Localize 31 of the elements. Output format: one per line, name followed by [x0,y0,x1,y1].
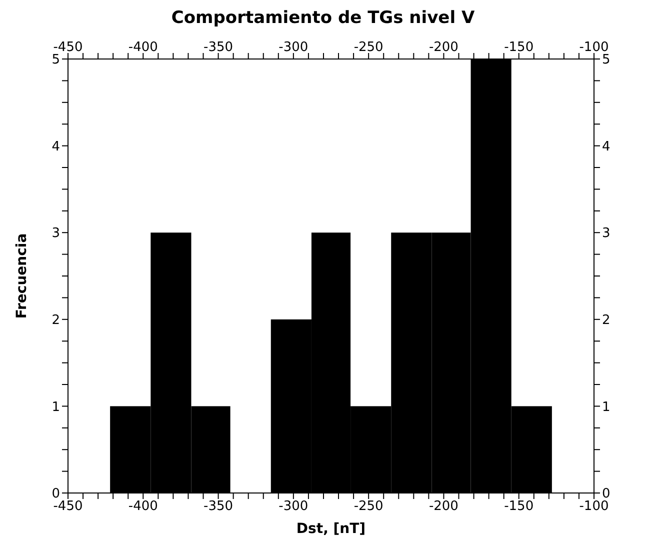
x2-tick-label: -100 [579,499,609,514]
x-tick-label: -350 [204,40,234,55]
y-tick-label: 3 [52,226,60,242]
y2-tick-label: 4 [602,139,610,154]
y-tick-label: 5 [52,52,60,68]
y-tick-label: 4 [52,139,60,154]
x-axis-title: Dst, [nT] [296,521,366,537]
y-tick-label: 2 [52,313,60,328]
x2-tick-label: -350 [204,499,234,514]
x2-tick-label: -200 [428,499,458,514]
y-tick-label: 0 [52,486,60,502]
y2-tick-label: 1 [602,400,610,415]
chart-title: Comportamiento de TGs nivel V [170,8,476,30]
x2-tick-label: -400 [128,499,158,514]
x-tick-label: -200 [428,40,458,55]
x-tick-label: -250 [354,40,384,55]
x2-tick-label: -250 [354,499,384,514]
y-tick-label: 1 [52,400,60,415]
x-tick-label: -400 [128,40,158,55]
x-tick-label: -450 [53,40,83,55]
x-tick-label: -100 [579,40,609,55]
y-axis-title: Frecuencia [14,233,30,319]
x-tick-label: -300 [278,40,308,55]
x2-tick-label: -300 [278,499,308,514]
x-tick-label: -150 [504,40,534,55]
y2-tick-label: 0 [602,486,610,502]
y2-tick-label: 5 [602,52,610,68]
x2-tick-label: -450 [53,499,83,514]
y2-tick-label: 3 [602,226,610,242]
y2-tick-label: 2 [602,313,610,328]
x2-tick-label: -150 [504,499,534,514]
